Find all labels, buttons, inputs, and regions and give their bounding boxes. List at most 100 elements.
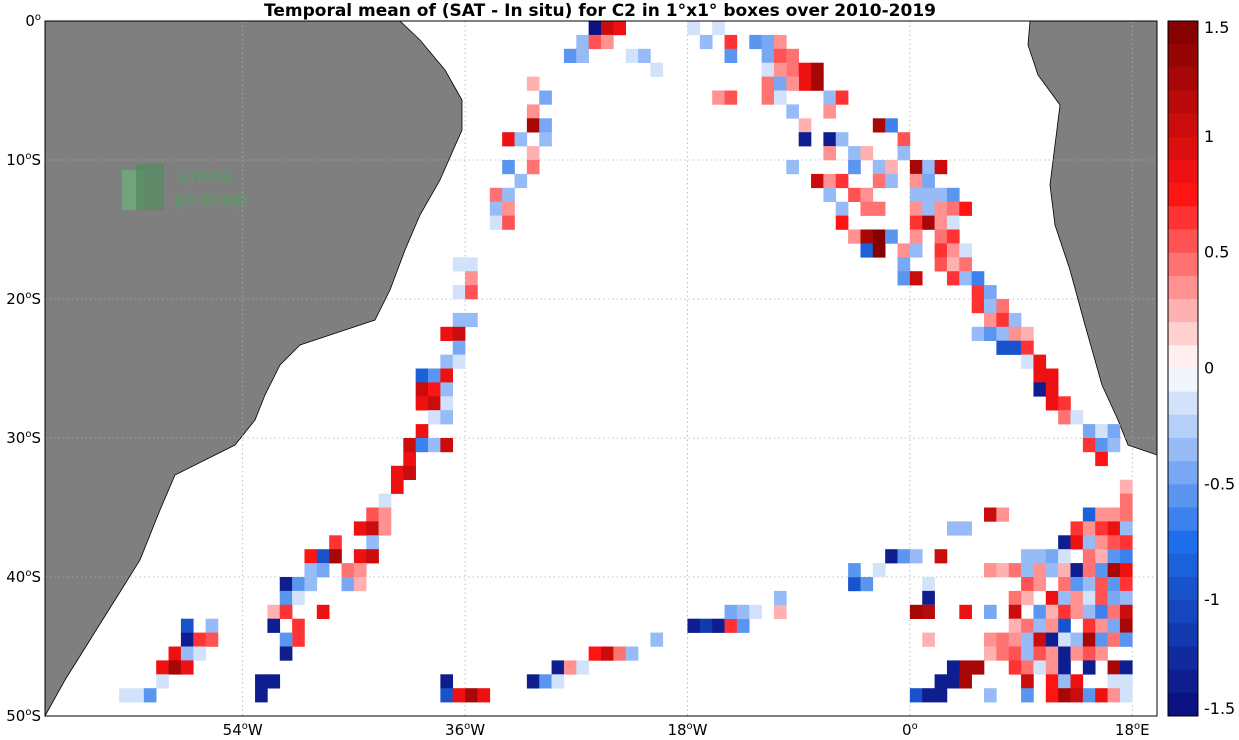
- anomaly-cell: [909, 215, 923, 230]
- anomaly-cell: [390, 479, 404, 494]
- anomaly-cell: [613, 21, 627, 36]
- anomaly-cell: [353, 521, 367, 536]
- anomaly-cell: [798, 118, 812, 133]
- colorbar-segment: [1168, 113, 1198, 138]
- colorbar-segment: [1168, 299, 1198, 323]
- anomaly-cell: [1058, 674, 1071, 689]
- anomaly-cell: [860, 577, 874, 592]
- anomaly-cell: [1008, 590, 1022, 606]
- x-tick-label: 54oW: [223, 721, 263, 739]
- anomaly-cell: [909, 271, 923, 286]
- anomaly-cell: [428, 368, 441, 383]
- anomaly-cell: [588, 21, 602, 36]
- chart-title: Temporal mean of (SAT - In situ) for C2 …: [264, 1, 936, 21]
- logo-line1: smos: [178, 165, 233, 187]
- colorbar-segment: [1168, 44, 1198, 68]
- anomaly-cell: [835, 132, 849, 147]
- colorbar-segment: [1168, 322, 1198, 346]
- anomaly-cell: [563, 48, 577, 63]
- anomaly-cell: [1033, 618, 1047, 633]
- colorbar: [1167, 20, 1199, 717]
- anomaly-cell: [1058, 618, 1071, 633]
- colorbar-segment: [1168, 507, 1198, 532]
- anomaly-cell: [1095, 577, 1108, 592]
- anomaly-cell: [934, 674, 948, 689]
- x-tick-label: 18oW: [667, 721, 707, 739]
- anomaly-cell: [860, 146, 874, 161]
- colorbar-segment: [1168, 577, 1198, 601]
- anomaly-cell: [897, 271, 911, 286]
- anomaly-cell: [699, 618, 713, 633]
- anomaly-cell: [798, 76, 812, 91]
- anomaly-cell: [773, 34, 787, 50]
- anomaly-cell: [736, 604, 750, 619]
- colorbar-tick-labels: 1.5 1 0.5 0 -0.5 -1 -1.5: [1204, 18, 1235, 718]
- anomaly-cell: [1070, 632, 1084, 647]
- colorbar-segment: [1168, 90, 1198, 115]
- anomaly-cell: [1021, 674, 1034, 689]
- anomaly-cell: [353, 549, 367, 564]
- anomaly-cell: [353, 563, 367, 578]
- anomaly-cell: [329, 535, 342, 550]
- anomaly-cell: [848, 146, 861, 161]
- anomaly-cell: [761, 90, 775, 105]
- anomaly-cell: [1033, 382, 1047, 397]
- anomaly-cell: [428, 438, 441, 453]
- anomaly-cell: [860, 243, 874, 258]
- colorbar-segment: [1168, 206, 1198, 230]
- anomaly-cell: [1082, 604, 1096, 619]
- anomaly-cell: [922, 590, 935, 606]
- anomaly-cell: [1058, 535, 1071, 550]
- anomaly-cell: [1070, 535, 1084, 550]
- anomaly-cell: [946, 257, 960, 272]
- anomaly-cell: [922, 215, 935, 230]
- anomaly-cell: [1095, 688, 1108, 703]
- anomaly-cell: [761, 76, 775, 91]
- anomaly-cell: [1095, 507, 1108, 522]
- anomaly-cell: [292, 577, 305, 592]
- anomaly-cell: [786, 104, 799, 119]
- anomaly-cell: [366, 535, 379, 550]
- anomaly-cell: [1008, 646, 1022, 661]
- anomaly-cell: [465, 257, 478, 272]
- anomaly-cell: [415, 438, 429, 453]
- anomaly-cell: [1008, 660, 1022, 675]
- anomaly-cell: [934, 243, 948, 258]
- anomaly-cell: [773, 90, 787, 105]
- anomaly-cell: [563, 660, 577, 675]
- anomaly-cell: [551, 660, 565, 675]
- anomaly-cell: [514, 132, 528, 147]
- anomaly-cell: [526, 146, 540, 161]
- colorbar-segment: [1168, 275, 1198, 300]
- anomaly-cell: [786, 76, 799, 91]
- anomaly-cell: [1095, 424, 1108, 439]
- anomaly-cell: [576, 48, 589, 63]
- anomaly-cell: [724, 604, 738, 619]
- anomaly-cell: [823, 104, 837, 119]
- anomaly-cell: [848, 563, 861, 578]
- anomaly-cell: [922, 160, 935, 175]
- anomaly-cell: [946, 187, 960, 202]
- anomaly-cell: [786, 48, 799, 63]
- anomaly-cell: [909, 549, 923, 564]
- anomaly-cell: [193, 646, 206, 661]
- anomaly-cell: [452, 688, 466, 703]
- anomaly-cell: [761, 62, 775, 77]
- anomaly-cell: [1045, 660, 1059, 675]
- anomaly-cell: [1008, 312, 1022, 328]
- anomaly-cell: [440, 326, 454, 341]
- x-tick-label: 18oE: [1115, 721, 1150, 739]
- anomaly-cell: [1045, 646, 1059, 661]
- anomaly-cell: [984, 604, 997, 619]
- anomaly-cell: [946, 229, 960, 244]
- colorbar-segment: [1168, 484, 1198, 508]
- anomaly-cell: [1045, 590, 1059, 606]
- y-tick-label: 10oS: [6, 151, 41, 169]
- colorbar-tick-label: -1.5: [1204, 699, 1235, 718]
- anomaly-cell: [1082, 563, 1096, 578]
- anomaly-cell: [440, 410, 454, 425]
- anomaly-cell: [773, 604, 787, 619]
- anomaly-cell: [1119, 479, 1133, 494]
- anomaly-cell: [1107, 507, 1121, 522]
- anomaly-cell: [1070, 410, 1084, 425]
